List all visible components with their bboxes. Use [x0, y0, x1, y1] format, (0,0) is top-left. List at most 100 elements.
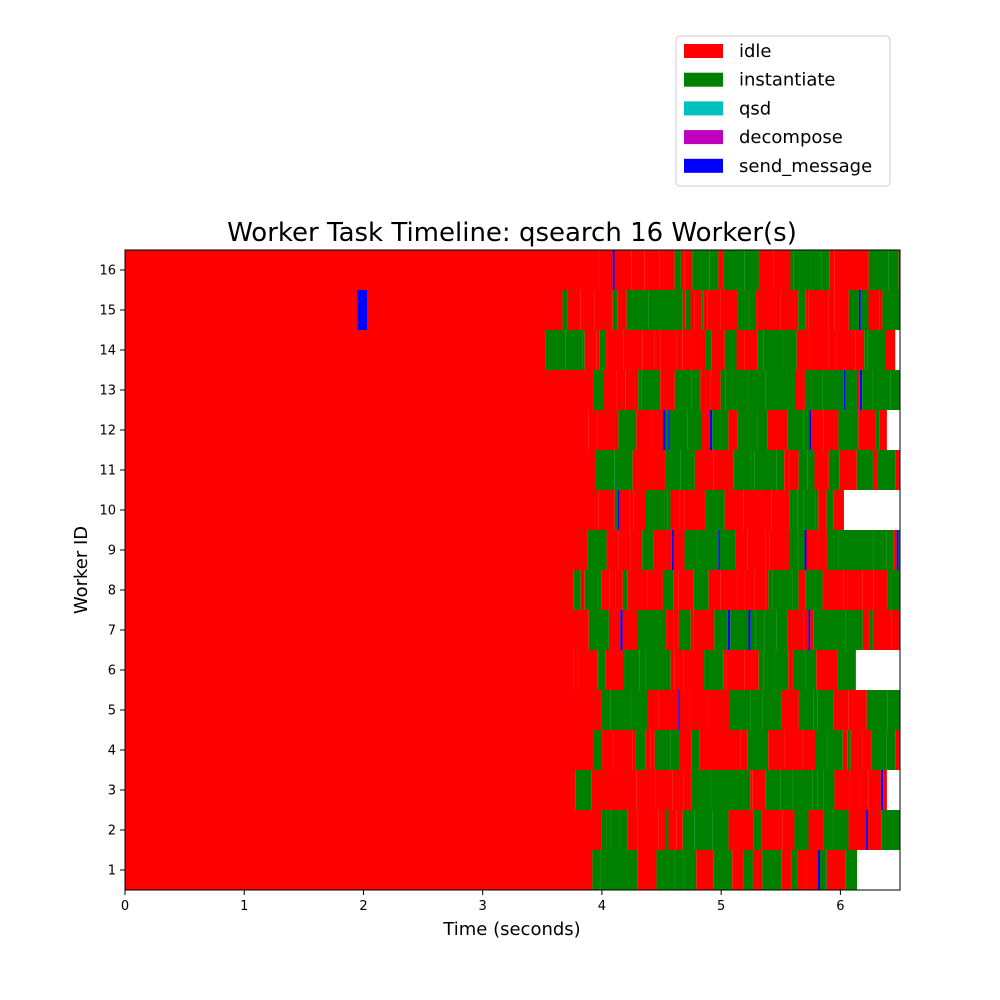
instantiate-segment: [877, 450, 896, 490]
instantiate-segment: [805, 570, 823, 610]
idle-segment: [817, 530, 827, 570]
idle-segment: [833, 690, 849, 730]
idle-segment: [125, 330, 546, 370]
idle-segment: [849, 770, 860, 810]
idle-segment: [700, 370, 711, 410]
send_message-segment: [804, 530, 807, 570]
instantiate-segment: [763, 650, 775, 690]
idle-segment: [885, 330, 896, 370]
send_message-segment: [671, 530, 674, 570]
idle-segment: [690, 610, 694, 650]
idle-segment: [848, 690, 867, 730]
instantiate-segment: [762, 850, 782, 890]
send_message-segment: [808, 610, 811, 650]
instantiate-segment: [820, 850, 827, 890]
idle-segment: [617, 290, 627, 330]
instantiate-segment: [667, 490, 671, 530]
instantiate-segment: [592, 850, 601, 890]
instantiate-segment: [867, 330, 886, 370]
instantiate-segment: [701, 290, 704, 330]
instantiate-segment: [886, 530, 894, 570]
y-tick-label: 8: [108, 584, 116, 599]
instantiate-segment: [670, 730, 680, 770]
idle-segment: [584, 330, 597, 370]
send_message-segment: [663, 410, 666, 450]
instantiate-segment: [871, 730, 887, 770]
idle-segment: [627, 810, 638, 850]
instantiate-segment: [724, 330, 737, 370]
idle-segment: [605, 650, 625, 690]
instantiate-segment: [638, 370, 642, 410]
instantiate-segment: [872, 370, 891, 410]
idle-segment: [637, 810, 659, 850]
idle-segment: [809, 330, 829, 370]
instantiate-segment: [684, 530, 698, 570]
instantiate-segment: [665, 410, 669, 450]
idle-segment: [708, 570, 721, 610]
idle-segment: [732, 850, 744, 890]
idle-segment: [661, 810, 666, 850]
instantiate-segment: [729, 690, 751, 730]
idle-segment: [631, 250, 645, 290]
idle-segment: [895, 450, 900, 490]
idle-segment: [707, 290, 721, 330]
instantiate-segment: [845, 610, 863, 650]
idle-segment: [713, 450, 734, 490]
idle-segment: [616, 370, 626, 410]
idle-segment: [726, 650, 745, 690]
instantiate-segment: [765, 770, 781, 810]
instantiate-segment: [854, 850, 858, 890]
send_message-segment: [668, 410, 670, 450]
idle-segment: [670, 650, 675, 690]
instantiate-segment: [587, 530, 607, 570]
idle-segment: [645, 730, 651, 770]
instantiate-segment: [805, 650, 817, 690]
idle-segment: [708, 690, 730, 730]
x-tick-label: 4: [598, 899, 606, 914]
instantiate-segment: [864, 330, 868, 370]
send_message-segment: [727, 610, 731, 650]
idle-segment: [614, 250, 632, 290]
idle-segment: [619, 490, 630, 530]
instantiate-segment: [606, 810, 611, 850]
instantiate-segment: [873, 530, 883, 570]
idle-segment: [650, 450, 666, 490]
idle-segment: [862, 730, 872, 770]
send_message-segment: [859, 370, 863, 410]
idle-segment: [828, 330, 837, 370]
idle-segment: [855, 330, 865, 370]
instantiate-segment: [826, 530, 839, 570]
x-tick-label: 3: [479, 899, 487, 914]
instantiate-segment: [614, 450, 633, 490]
idle-segment: [609, 570, 616, 610]
instantiate-segment: [833, 810, 849, 850]
instantiate-segment: [670, 450, 681, 490]
instantiate-segment: [812, 370, 823, 410]
instantiate-segment: [807, 450, 815, 490]
idle-segment: [782, 810, 795, 850]
x-tick-label: 0: [121, 899, 129, 914]
idle-segment: [805, 290, 809, 330]
idle-segment: [125, 250, 600, 290]
idle-segment: [806, 530, 818, 570]
instantiate-segment: [725, 370, 733, 410]
instantiate-segment: [758, 650, 764, 690]
idle-segment: [784, 730, 803, 770]
idle-segment: [125, 810, 602, 850]
instantiate-segment: [705, 330, 712, 370]
idle-segment: [690, 330, 706, 370]
idle-segment: [761, 490, 772, 530]
instantiate-segment: [687, 410, 703, 450]
idle-segment: [743, 490, 762, 530]
idle-segment: [125, 690, 602, 730]
instantiate-segment: [674, 850, 684, 890]
idle-segment: [893, 530, 897, 570]
idle-segment: [696, 850, 714, 890]
instantiate-segment: [817, 690, 834, 730]
idle-segment: [694, 450, 714, 490]
idle-segment: [601, 570, 610, 610]
instantiate-segment: [719, 530, 736, 570]
idle-segment: [651, 410, 664, 450]
send_message-segment: [620, 610, 623, 650]
instantiate-segment: [856, 450, 873, 490]
